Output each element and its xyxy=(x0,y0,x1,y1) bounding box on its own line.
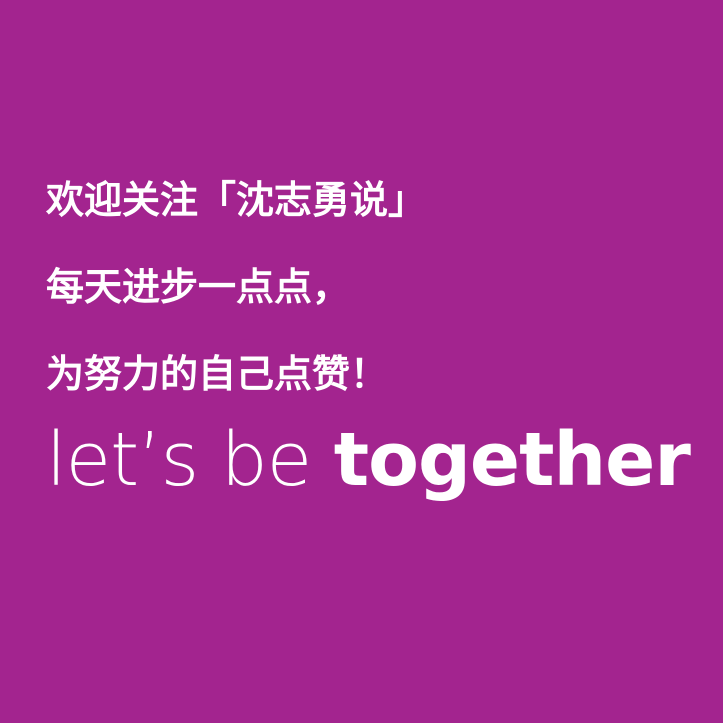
headline-encourage: 为努力的自己点赞！ xyxy=(46,352,389,396)
headline-progress: 每天进步一点点， xyxy=(46,265,351,309)
slogan-bold-text: together xyxy=(333,417,691,503)
slogan: let’s be together xyxy=(46,417,691,503)
slogan-light-text: let’s be xyxy=(46,417,334,503)
headline-follow: 欢迎关注「沈志勇说」 xyxy=(46,178,427,222)
